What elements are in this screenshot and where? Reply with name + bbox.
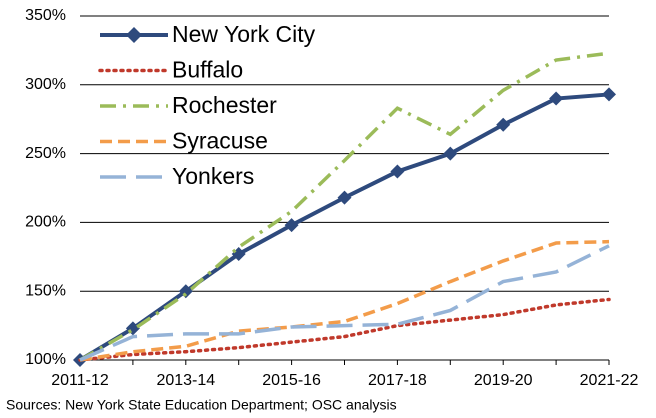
series-line xyxy=(78,297,611,362)
marker xyxy=(390,164,405,179)
series-line xyxy=(79,239,610,362)
x-tick-label: 2021-22 xyxy=(580,372,639,389)
y-tick-label: 100% xyxy=(25,351,66,368)
marker xyxy=(443,146,458,161)
marker xyxy=(549,91,564,106)
legend-label: Yonkers xyxy=(172,163,254,189)
marker xyxy=(178,284,193,299)
legend-label: Rochester xyxy=(172,92,277,118)
y-tick-label: 300% xyxy=(25,76,66,93)
marker xyxy=(337,190,352,205)
y-tick-label: 250% xyxy=(25,145,66,162)
marker xyxy=(284,218,299,233)
x-tick-label: 2011-12 xyxy=(51,372,109,389)
series-line xyxy=(79,51,610,362)
legend-label: New York City xyxy=(172,21,316,47)
y-tick-label: 350% xyxy=(25,7,66,24)
x-tick-label: 2019-20 xyxy=(474,372,533,389)
x-tick-label: 2015-16 xyxy=(262,372,321,389)
marker xyxy=(602,87,616,102)
x-tick-label: 2017-18 xyxy=(368,372,427,389)
legend-marker xyxy=(126,27,142,43)
y-tick-label: 150% xyxy=(25,282,66,299)
legend-label: Syracuse xyxy=(172,128,268,154)
series-line xyxy=(79,244,610,362)
source-note: Sources: New York State Education Depart… xyxy=(6,397,397,413)
y-tick-label: 200% xyxy=(25,214,66,231)
x-tick-label: 2013-14 xyxy=(156,372,215,389)
series-line xyxy=(78,92,610,362)
marker xyxy=(496,117,511,132)
marker xyxy=(125,321,140,336)
legend-label: Buffalo xyxy=(172,57,243,83)
